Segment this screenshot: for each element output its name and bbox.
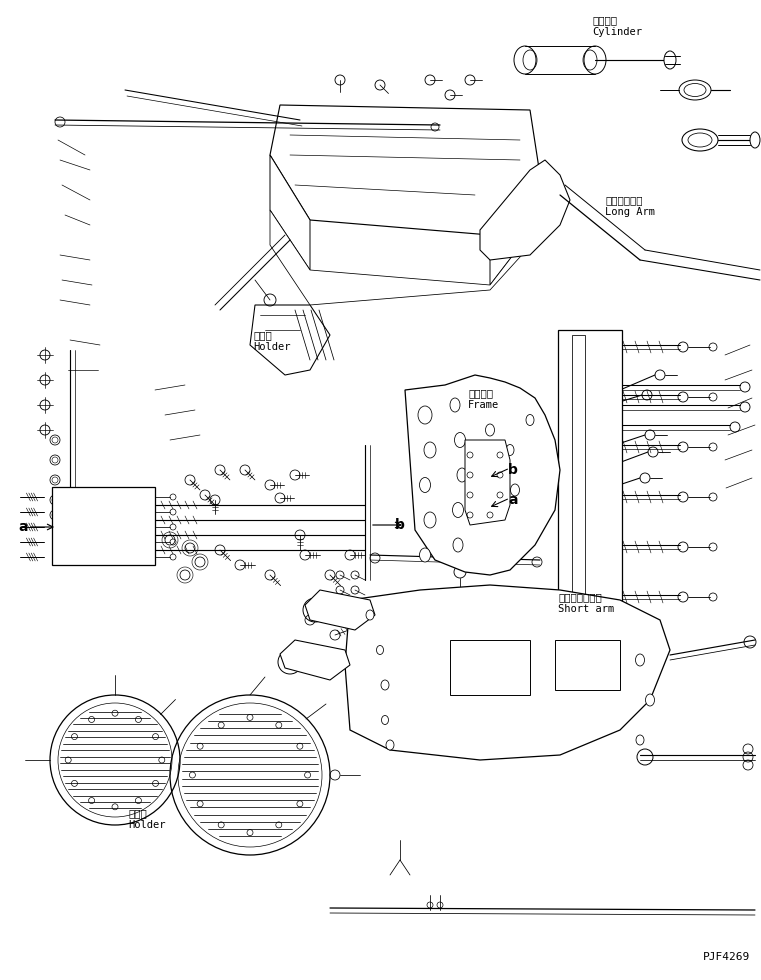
Text: a: a	[508, 493, 517, 507]
Ellipse shape	[487, 464, 497, 476]
Text: ホルダ
Holder: ホルダ Holder	[253, 330, 291, 352]
Text: PJF4269: PJF4269	[702, 952, 750, 962]
Text: b: b	[395, 518, 405, 532]
Ellipse shape	[457, 468, 467, 482]
Ellipse shape	[636, 735, 644, 745]
Text: フレーム
Frame: フレーム Frame	[468, 388, 499, 410]
Ellipse shape	[386, 740, 394, 750]
Ellipse shape	[511, 484, 520, 496]
Polygon shape	[305, 590, 375, 630]
Ellipse shape	[584, 46, 606, 74]
Ellipse shape	[424, 512, 436, 528]
Polygon shape	[450, 640, 530, 695]
Text: a: a	[18, 520, 27, 534]
Polygon shape	[480, 160, 570, 260]
Ellipse shape	[679, 80, 711, 100]
Ellipse shape	[450, 398, 460, 412]
Ellipse shape	[453, 538, 463, 552]
Text: ショートアーム
Short arm: ショートアーム Short arm	[558, 592, 614, 613]
Ellipse shape	[682, 129, 718, 151]
Ellipse shape	[454, 432, 466, 448]
Ellipse shape	[750, 132, 760, 148]
Polygon shape	[465, 440, 510, 525]
Ellipse shape	[418, 406, 432, 424]
Polygon shape	[270, 210, 540, 305]
Ellipse shape	[645, 694, 654, 706]
Polygon shape	[345, 585, 670, 760]
Polygon shape	[572, 335, 585, 615]
Polygon shape	[250, 305, 330, 375]
Polygon shape	[280, 640, 350, 680]
Ellipse shape	[506, 445, 514, 456]
Polygon shape	[558, 330, 622, 620]
Ellipse shape	[453, 503, 463, 517]
Polygon shape	[405, 375, 560, 575]
Ellipse shape	[635, 654, 645, 666]
Ellipse shape	[381, 680, 389, 690]
Ellipse shape	[377, 646, 384, 655]
Polygon shape	[490, 175, 540, 285]
Ellipse shape	[486, 424, 495, 436]
Text: ロングアーム
Long Arm: ロングアーム Long Arm	[605, 195, 655, 217]
Text: シリンダ
Cylinder: シリンダ Cylinder	[592, 15, 642, 36]
Text: ホルダ
Holder: ホルダ Holder	[128, 808, 165, 830]
Polygon shape	[270, 105, 540, 235]
Ellipse shape	[424, 442, 436, 458]
Ellipse shape	[366, 610, 374, 620]
Polygon shape	[555, 640, 620, 690]
Polygon shape	[52, 487, 155, 565]
Ellipse shape	[419, 548, 431, 562]
Ellipse shape	[381, 715, 389, 724]
Ellipse shape	[664, 51, 676, 69]
Text: b: b	[508, 463, 518, 477]
Polygon shape	[270, 155, 310, 270]
Ellipse shape	[419, 477, 431, 493]
Ellipse shape	[526, 415, 534, 425]
Ellipse shape	[514, 46, 536, 74]
